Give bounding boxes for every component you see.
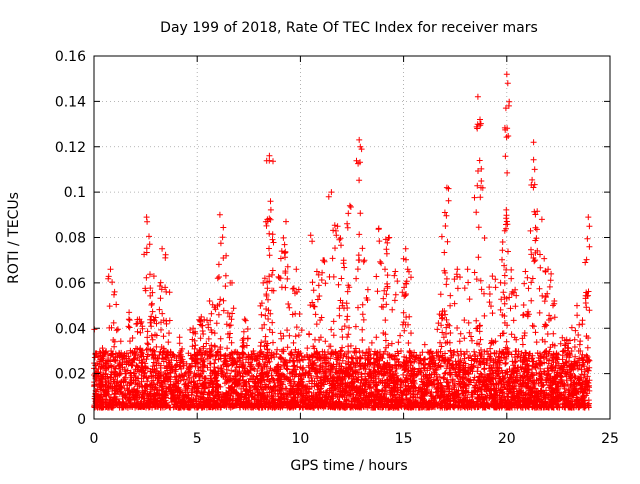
- y-tick-label: 0.12: [55, 140, 86, 156]
- points-layer: [91, 71, 593, 411]
- tick-layer: 0 5 10 15 20 25 0 0.02 0.04 0.06 0.08 0.1 0.12 0.14 0.…: [55, 49, 619, 447]
- y-tick-label: 0.02: [55, 367, 86, 383]
- x-tick-label: 0: [90, 431, 99, 447]
- x-axis-label: GPS time / hours: [290, 458, 407, 474]
- x-tick-label: 10: [291, 431, 309, 447]
- x-tick-label: 20: [498, 431, 516, 447]
- x-tick-label: 5: [193, 431, 202, 447]
- x-tick-label: 25: [601, 431, 619, 447]
- chart-title: Day 199 of 2018, Rate Of TEC Index for r…: [160, 20, 538, 36]
- y-tick-label: 0.08: [55, 231, 86, 247]
- x-tick-label: 15: [395, 431, 413, 447]
- y-tick-label: 0: [77, 412, 86, 428]
- y-tick-label: 0.16: [55, 49, 86, 65]
- y-tick-label: 0.1: [64, 185, 86, 201]
- y-tick-label: 0.06: [55, 276, 86, 292]
- roti-data-points: [91, 71, 593, 411]
- y-tick-label: 0.04: [55, 321, 86, 337]
- y-tick-label: 0.14: [55, 94, 86, 110]
- grid-layer: [94, 56, 610, 419]
- y-axis-label: ROTI / TECUs: [6, 192, 22, 284]
